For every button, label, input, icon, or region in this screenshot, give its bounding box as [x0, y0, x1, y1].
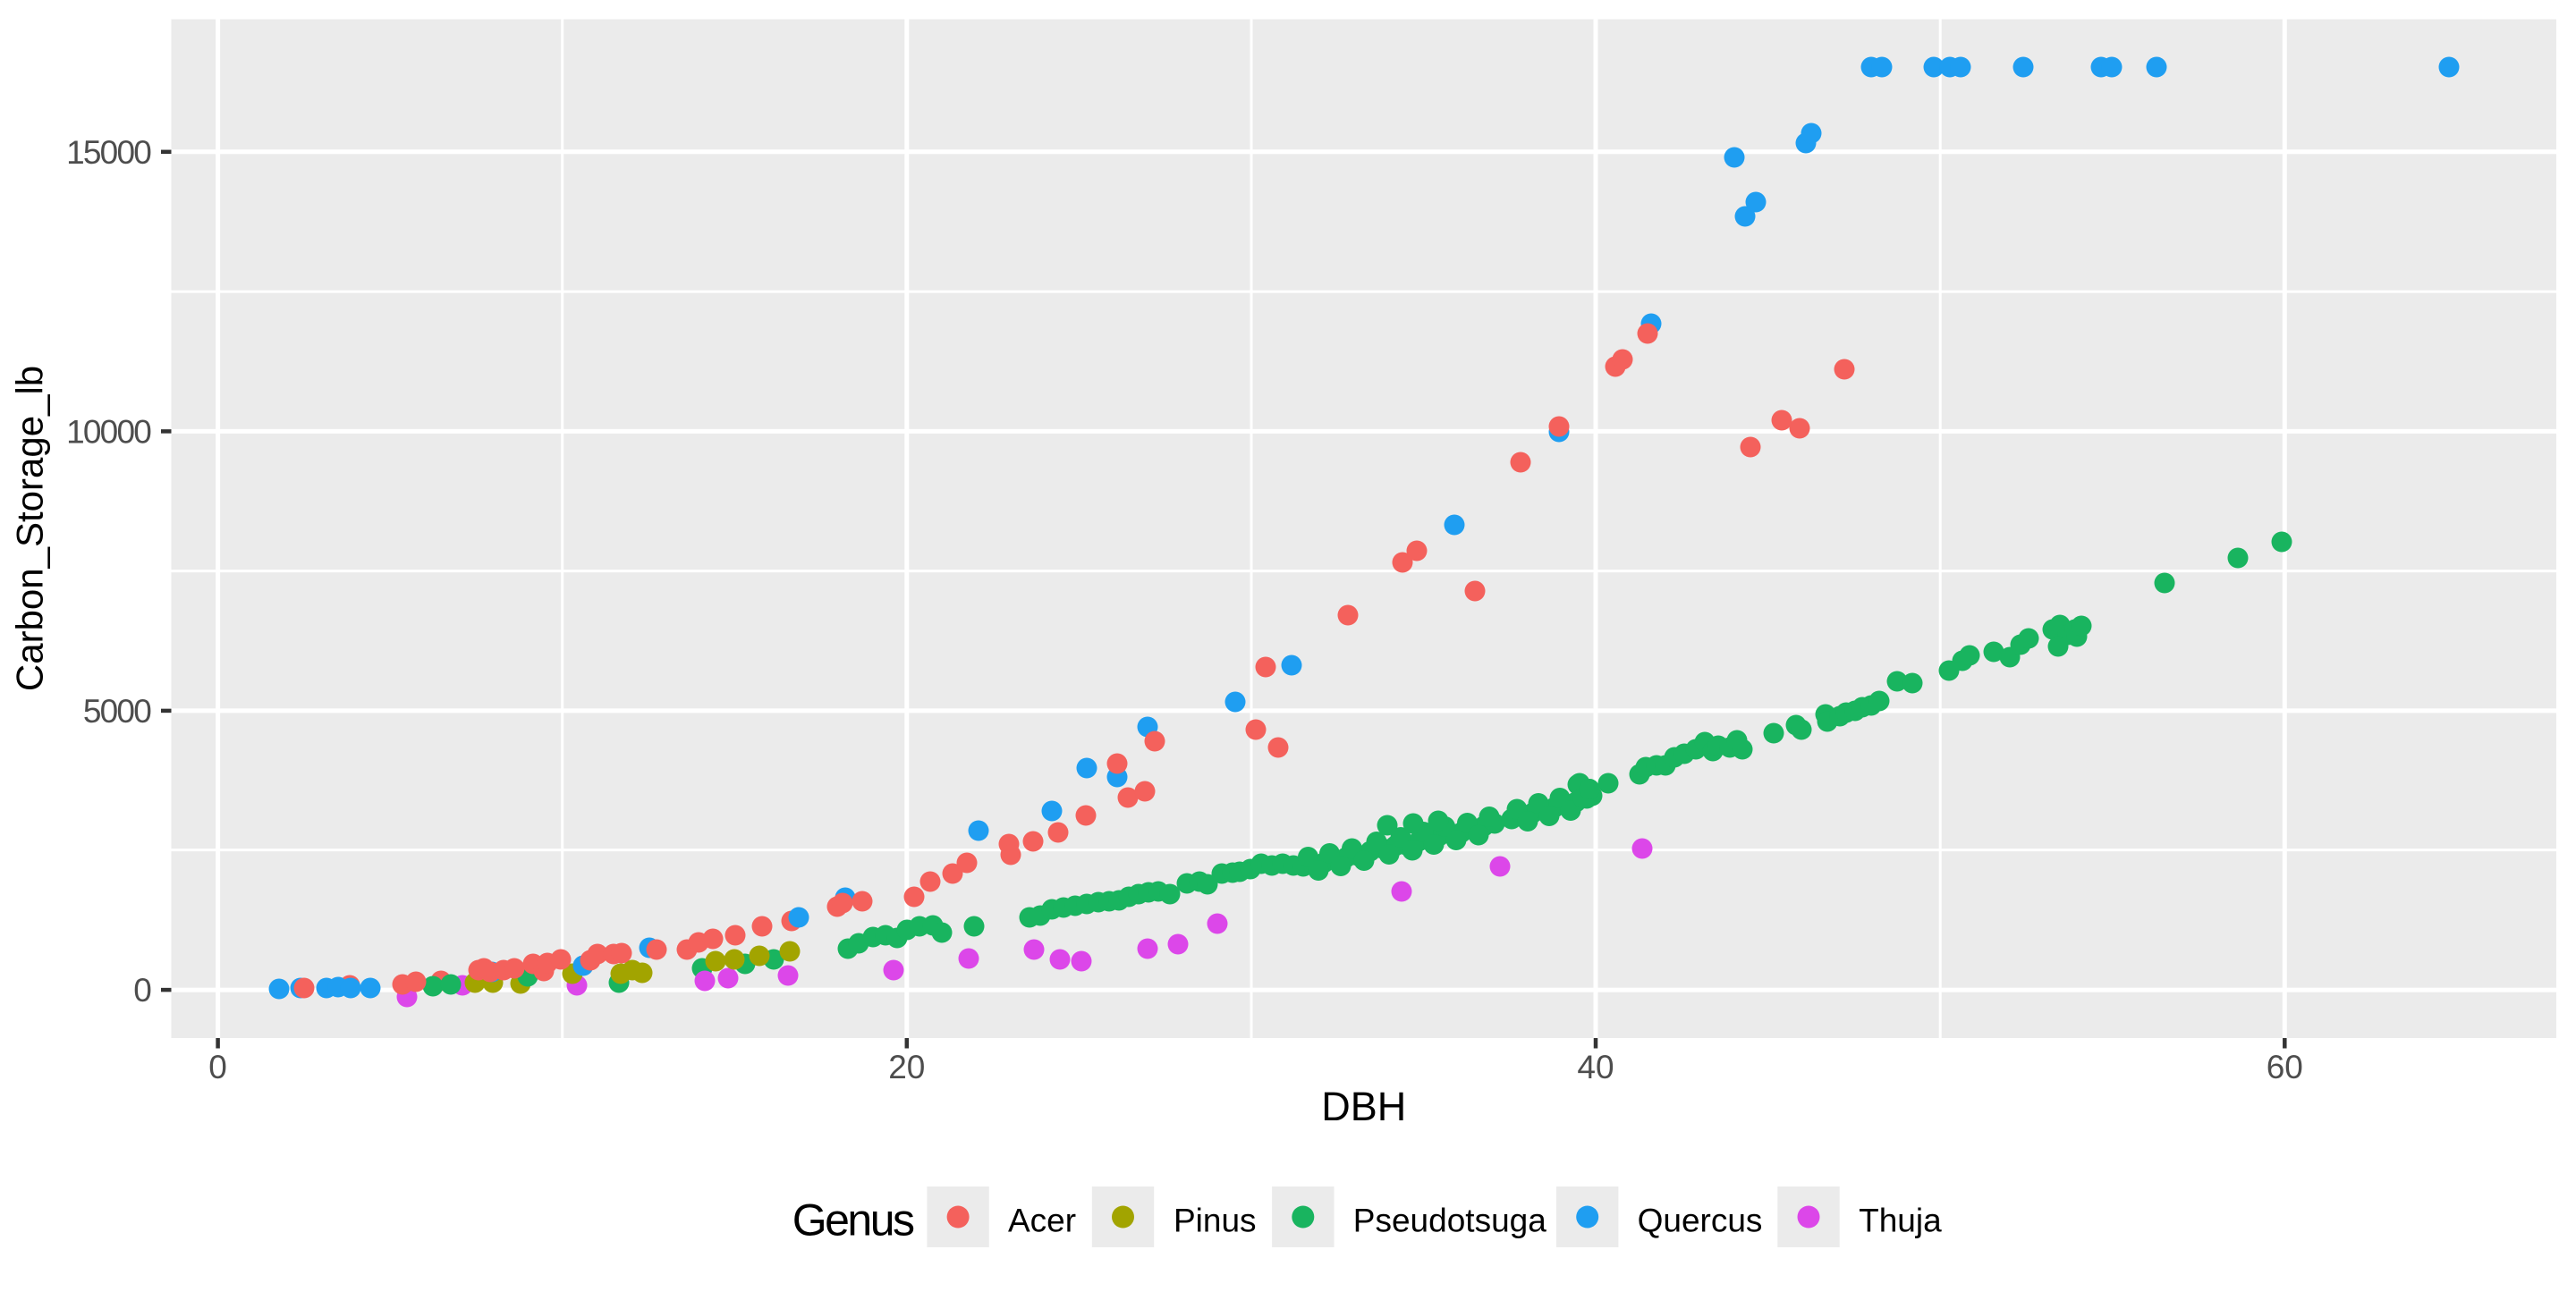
svg-text:Acer: Acer	[1008, 1202, 1076, 1238]
svg-text:Thuja: Thuja	[1859, 1202, 1942, 1238]
svg-text:Pinus: Pinus	[1174, 1202, 1257, 1238]
svg-text:0: 0	[208, 1049, 227, 1085]
svg-text:DBH: DBH	[1321, 1084, 1406, 1129]
svg-text:20: 20	[888, 1049, 925, 1085]
svg-text:5000: 5000	[83, 693, 151, 730]
svg-text:40: 40	[1577, 1049, 1614, 1085]
svg-text:0: 0	[133, 972, 151, 1009]
svg-text:60: 60	[2267, 1049, 2303, 1085]
svg-text:15000: 15000	[66, 134, 151, 171]
svg-text:Pseudotsuga: Pseudotsuga	[1353, 1202, 1546, 1238]
svg-text:Genus: Genus	[792, 1195, 914, 1246]
svg-text:10000: 10000	[66, 413, 151, 450]
svg-text:Carbon_Storage_lb: Carbon_Storage_lb	[9, 366, 51, 691]
svg-text:Quercus: Quercus	[1638, 1202, 1763, 1238]
